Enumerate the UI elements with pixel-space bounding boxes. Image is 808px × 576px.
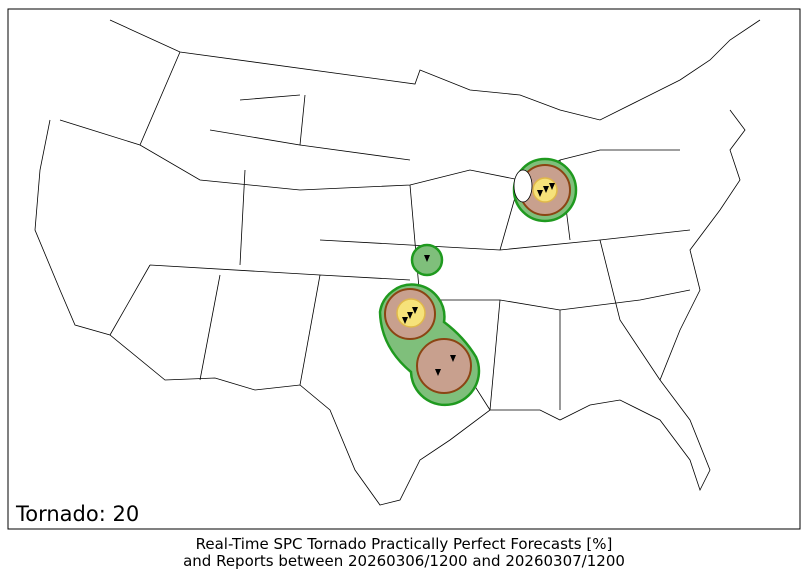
report (412, 307, 418, 314)
report (407, 312, 413, 319)
map-frame (7, 8, 801, 530)
contour-10pct (416, 338, 472, 394)
report (402, 317, 408, 324)
report (537, 190, 543, 197)
tornado-reports (402, 183, 555, 376)
report (450, 355, 456, 362)
caption-line: and Reports between 20260306/1200 and 20… (183, 552, 625, 570)
boundaries (34, 19, 761, 506)
caption-line: Real-Time SPC Tornado Practically Perfec… (196, 535, 613, 553)
border-north (109, 19, 761, 121)
report (549, 183, 555, 190)
coastline (34, 109, 746, 506)
report (424, 255, 430, 262)
report (543, 186, 549, 193)
report-count-label: Tornado: 20 (15, 502, 139, 526)
lake-michigan (513, 169, 533, 203)
report (435, 369, 441, 376)
